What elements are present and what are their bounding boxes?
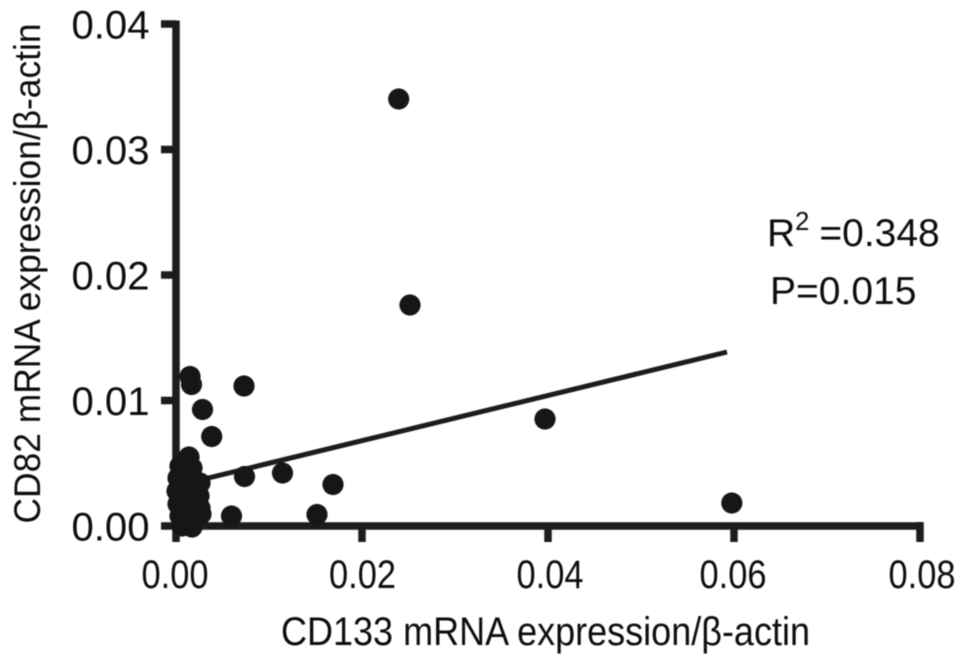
svg-text:0.02: 0.02	[329, 553, 396, 597]
svg-text:0.00: 0.00	[72, 506, 150, 550]
svg-text:0.06: 0.06	[700, 553, 767, 597]
svg-text:0.04: 0.04	[72, 4, 150, 48]
svg-text:0.04: 0.04	[517, 553, 584, 597]
svg-text:P=0.015: P=0.015	[770, 270, 916, 313]
svg-text:0.00: 0.00	[142, 553, 209, 597]
svg-text:0.08: 0.08	[889, 553, 956, 597]
svg-text:R2=0.348: R2 =0.348	[767, 208, 940, 255]
svg-text:CD82 mRNA expression/β-actin: CD82 mRNA expression/β-actin	[6, 24, 48, 524]
svg-text:0.02: 0.02	[72, 255, 150, 299]
svg-text:0.01: 0.01	[72, 380, 150, 424]
svg-text:CD133 mRNA expression/β-actin: CD133 mRNA expression/β-actin	[281, 610, 810, 654]
svg-text:0.03: 0.03	[72, 129, 150, 173]
